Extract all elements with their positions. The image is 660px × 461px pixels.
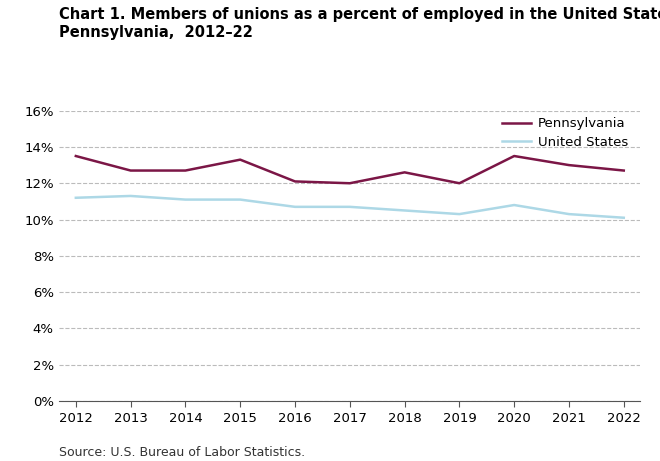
Text: Pennsylvania,  2012–22: Pennsylvania, 2012–22 bbox=[59, 25, 253, 41]
Text: Source: U.S. Bureau of Labor Statistics.: Source: U.S. Bureau of Labor Statistics. bbox=[59, 446, 306, 459]
Legend: Pennsylvania, United States: Pennsylvania, United States bbox=[502, 117, 628, 148]
Text: Chart 1. Members of unions as a percent of employed in the United States and: Chart 1. Members of unions as a percent … bbox=[59, 7, 660, 22]
